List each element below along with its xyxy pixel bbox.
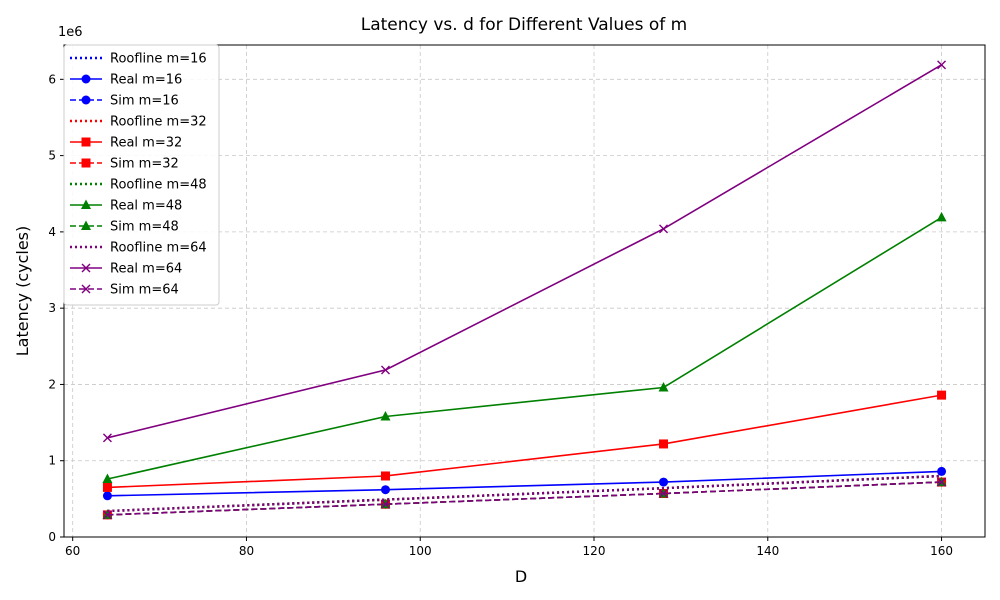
legend-entry: Roofline m=48: [70, 178, 207, 193]
x-tick-label: 60: [65, 544, 80, 558]
data-point: [380, 499, 390, 509]
y-axis-label: Latency (cycles): [13, 226, 32, 357]
series-line: [107, 474, 942, 513]
legend-label: Sim m=32: [110, 157, 179, 172]
x-axis-label: D: [515, 567, 527, 586]
legend-label: Roofline m=64: [110, 241, 207, 256]
legend-marker: [81, 158, 91, 168]
series-line: [107, 64, 942, 439]
y-tick-label: 5: [48, 149, 56, 163]
legend-entry: Real m=48: [70, 199, 182, 214]
legend-marker: [81, 95, 91, 105]
y-tick-label: 1: [48, 454, 56, 468]
data-point: [937, 390, 947, 400]
data-point: [937, 466, 947, 476]
data-point: [659, 224, 669, 234]
legend-label: Real m=48: [110, 199, 182, 214]
legend-label: Roofline m=32: [110, 115, 207, 130]
legend-marker: [81, 284, 91, 294]
data-point: [380, 471, 390, 481]
y-tick-label: 0: [48, 530, 56, 544]
series-line: [107, 394, 942, 489]
legend-label: Real m=32: [110, 136, 182, 151]
legend-label: Sim m=48: [110, 220, 179, 235]
legend-marker: [81, 199, 91, 209]
data-point: [380, 485, 390, 495]
legend: Roofline m=16 Real m=16 Sim m=16 Roofline m…: [63, 44, 220, 306]
legend-label: Roofline m=48: [110, 178, 207, 193]
data-point: [937, 477, 947, 487]
legend-marker: [81, 263, 91, 273]
axis-ticks: 60 80 100 120 140 160 0 1 2 3 4 5 6: [48, 72, 953, 558]
x-tick-label: 100: [409, 544, 432, 558]
plot-lines: [102, 60, 947, 520]
data-point: [102, 510, 112, 520]
series-line: [107, 470, 942, 497]
x-tick-label: 160: [930, 544, 953, 558]
legend-marker: [81, 137, 91, 147]
data-point: [936, 211, 947, 222]
y-axis-exponent: 1e6: [58, 25, 83, 40]
legend-entry: Roofline m=32: [70, 115, 207, 130]
data-point: [102, 482, 112, 492]
legend-label: Sim m=16: [110, 94, 179, 109]
legend-entry: Sim m=16: [70, 94, 179, 109]
data-point: [102, 491, 112, 501]
legend-frame: [63, 44, 220, 306]
x-tick-label: 140: [756, 544, 779, 558]
chart-title: Latency vs. d for Different Values of m: [361, 15, 688, 35]
series-line: [107, 481, 942, 516]
legend-label: Real m=64: [110, 262, 182, 277]
data-point: [102, 433, 112, 443]
legend-label: Real m=16: [110, 73, 182, 88]
legend-marker: [81, 74, 91, 84]
y-tick-label: 4: [48, 225, 56, 239]
data-point: [380, 365, 390, 375]
y-tick-label: 6: [48, 72, 56, 86]
data-point: [659, 477, 669, 487]
data-point: [102, 473, 113, 484]
x-tick-label: 80: [239, 544, 254, 558]
legend-entry: Sim m=64: [70, 283, 179, 298]
legend-label: Sim m=64: [110, 283, 179, 298]
x-tick-label: 120: [583, 544, 606, 558]
legend-entry: Sim m=48: [70, 220, 179, 235]
data-point: [937, 60, 947, 70]
data-point: [380, 410, 391, 421]
legend-marker: [81, 220, 91, 230]
legend-entry: Real m=32: [70, 136, 182, 151]
legend-entry: Sim m=32: [70, 157, 179, 172]
legend-entry: Roofline m=16: [70, 52, 207, 67]
legend-entry: Roofline m=64: [70, 241, 207, 256]
legend-label: Roofline m=16: [110, 52, 207, 67]
legend-entry: Real m=64: [70, 262, 182, 277]
series-line: [107, 216, 942, 480]
data-point: [659, 489, 669, 499]
y-tick-label: 2: [48, 377, 56, 391]
data-point: [658, 381, 669, 392]
data-point: [659, 439, 669, 449]
legend-entry: Real m=16: [70, 73, 182, 88]
y-tick-label: 3: [48, 301, 56, 315]
